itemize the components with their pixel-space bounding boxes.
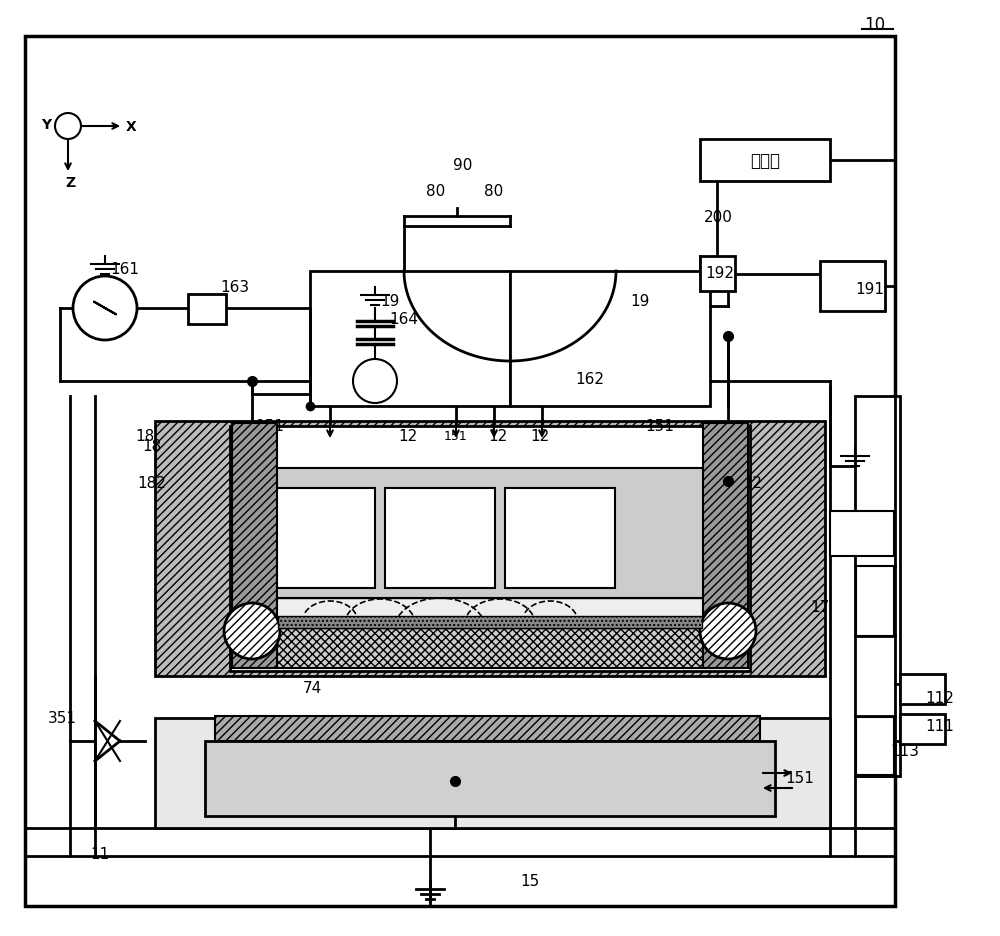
Text: 192: 192	[706, 266, 734, 281]
Bar	[265, 489, 375, 589]
Text: 14: 14	[410, 626, 430, 641]
Text: A: A	[369, 373, 381, 390]
Bar	[510, 271, 710, 406]
Text: 11: 11	[90, 846, 110, 861]
Bar	[900, 674, 945, 704]
Text: 控制部: 控制部	[750, 152, 780, 169]
Text: 151: 151	[786, 770, 814, 785]
Text: 189: 189	[576, 647, 604, 662]
Circle shape	[353, 359, 397, 403]
Bar	[230, 427, 750, 671]
Text: 19: 19	[630, 294, 650, 309]
Text: 113: 113	[890, 744, 919, 759]
Text: 20: 20	[672, 597, 692, 612]
Bar	[700, 256, 735, 292]
Text: 15: 15	[520, 873, 540, 888]
Bar	[700, 139, 830, 182]
Bar	[856, 717, 894, 775]
Text: 24: 24	[292, 604, 312, 619]
Bar	[278, 616, 702, 628]
Circle shape	[73, 277, 137, 341]
Bar	[155, 421, 825, 677]
Bar	[240, 598, 740, 628]
Bar	[820, 262, 885, 312]
Text: 12: 12	[488, 429, 508, 444]
Text: 74: 74	[302, 680, 322, 695]
Text: 80: 80	[484, 184, 504, 199]
Bar	[703, 424, 748, 668]
Bar	[505, 489, 615, 589]
Circle shape	[224, 604, 280, 659]
Text: 162: 162	[576, 371, 604, 386]
Bar	[240, 469, 740, 598]
Text: 17: 17	[810, 599, 830, 614]
Text: 181: 181	[561, 629, 589, 644]
Bar	[240, 628, 740, 668]
Text: 18: 18	[142, 439, 162, 454]
Text: 112: 112	[926, 691, 954, 706]
Text: 90: 90	[453, 157, 473, 172]
Text: N: N	[428, 522, 452, 550]
Text: 200: 200	[704, 210, 732, 225]
Text: 20: 20	[252, 597, 272, 612]
Text: 151: 151	[444, 430, 468, 443]
Text: 351: 351	[48, 710, 77, 725]
Text: 19: 19	[380, 294, 400, 309]
Text: 161: 161	[111, 261, 140, 276]
Text: 182: 182	[734, 476, 762, 491]
Text: X: X	[126, 120, 136, 134]
Bar	[155, 718, 830, 828]
Bar	[310, 271, 510, 406]
Text: 163: 163	[220, 279, 250, 294]
Text: 18: 18	[135, 429, 155, 444]
Text: 12: 12	[398, 429, 418, 444]
Bar	[900, 714, 945, 744]
Text: 24: 24	[630, 604, 650, 619]
Text: 411: 411	[234, 636, 262, 651]
Text: 411: 411	[686, 636, 714, 651]
Text: 10: 10	[864, 16, 886, 34]
Bar	[232, 424, 277, 668]
Bar	[215, 716, 760, 741]
Text: 151: 151	[256, 419, 284, 434]
Text: 182: 182	[138, 476, 166, 491]
Text: Z: Z	[65, 176, 75, 190]
Text: 60: 60	[490, 636, 510, 651]
Text: 111: 111	[926, 719, 954, 734]
Text: 191: 191	[855, 281, 884, 296]
Bar	[188, 295, 226, 325]
Circle shape	[55, 114, 81, 139]
Text: 151: 151	[646, 419, 674, 434]
Text: S: S	[550, 522, 570, 550]
Bar	[385, 489, 495, 589]
Bar	[855, 397, 900, 776]
Text: Y: Y	[41, 118, 51, 132]
Text: 164: 164	[390, 311, 418, 326]
Bar	[25, 37, 895, 906]
Bar	[856, 566, 894, 636]
Text: 12: 12	[530, 429, 550, 444]
Text: 80: 80	[426, 184, 446, 199]
Text: S: S	[310, 522, 330, 550]
Bar	[830, 511, 894, 556]
Bar	[205, 741, 775, 816]
Circle shape	[700, 604, 756, 659]
